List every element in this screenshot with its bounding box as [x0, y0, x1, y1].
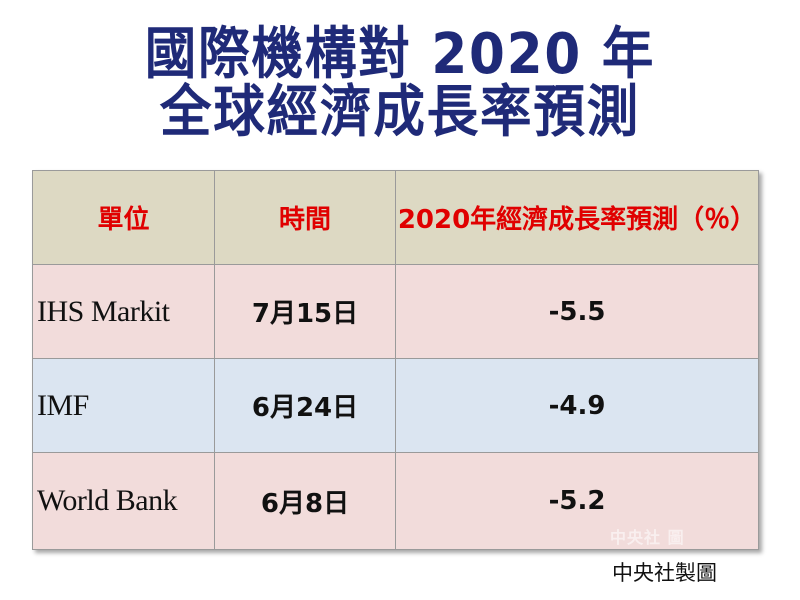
table-row: World Bank 6月8日 -5.2: [33, 453, 758, 549]
row-unit: World Bank: [33, 453, 215, 549]
row-time: 6月8日: [215, 453, 396, 549]
row-time: 7月15日: [215, 265, 396, 358]
header-unit: 單位: [33, 171, 215, 264]
watermark: 中央社 圖: [610, 528, 685, 547]
credit-text: 中央社製圖: [612, 561, 717, 585]
title-line-2: 全球經濟成長率預測: [159, 80, 641, 145]
row-forecast: -5.2: [548, 486, 606, 516]
forecast-table: 單位 時間 2020年經濟成長率預測（％） IHS Markit 7月15日 -…: [32, 170, 759, 550]
row-unit: IHS Markit: [33, 265, 215, 358]
row-time: 6月24日: [215, 359, 396, 452]
row-unit: IMF: [33, 359, 215, 452]
header-forecast: 2020年經濟成長率預測（％）: [397, 205, 757, 235]
row-forecast: -4.9: [548, 390, 606, 421]
row-forecast: -5.5: [548, 296, 606, 327]
table-row: IMF 6月24日 -4.9: [33, 359, 758, 453]
table-header-row: 單位 時間 2020年經濟成長率預測（％）: [33, 171, 758, 265]
page-title: 國際機構對 2020 年 全球經濟成長率預測: [32, 26, 768, 142]
title-line-1: 國際機構對 2020 年: [144, 22, 656, 87]
table-row: IHS Markit 7月15日 -5.5: [33, 265, 758, 359]
header-time: 時間: [215, 171, 396, 264]
